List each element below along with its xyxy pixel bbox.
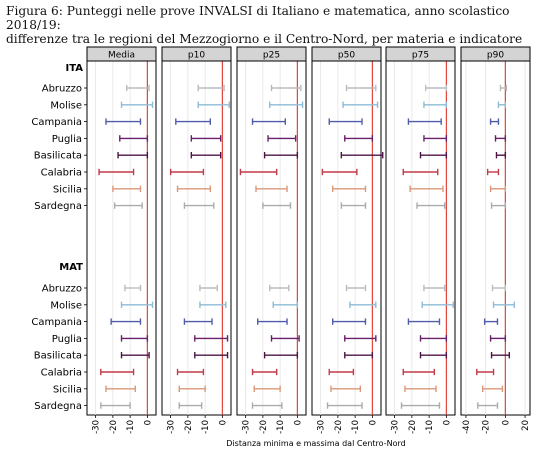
panel-header	[161, 46, 232, 62]
panel-frame	[385, 60, 456, 416]
caption-line-1: Figura 6: Punteggi nelle prove INVALSI d…	[6, 4, 510, 32]
region-label: Sardegna	[34, 401, 82, 412]
panel-header	[236, 46, 307, 62]
x-tick-label: 0	[293, 420, 303, 425]
panel-title: Media	[108, 51, 135, 61]
x-tick-label: 0	[218, 420, 228, 425]
x-tick-label: -30	[317, 420, 327, 434]
region-label: Puglia	[52, 334, 82, 345]
panel-title: p10	[188, 51, 205, 61]
x-tick-label: -20	[408, 420, 418, 434]
region-label: Sardegna	[34, 201, 82, 212]
x-tick-label: -20	[109, 420, 119, 434]
panel-header	[86, 46, 157, 62]
region-label: Campania	[31, 117, 82, 128]
panel-title: p50	[338, 51, 355, 61]
figure-caption: Figura 6: Punteggi nelle prove INVALSI d…	[6, 4, 546, 46]
x-tick-label: 20	[521, 420, 531, 431]
x-tick-label: -20	[334, 420, 344, 434]
x-tick-label: -20	[482, 420, 492, 434]
x-tick-label: -30	[167, 420, 177, 434]
panel-title: p90	[487, 51, 504, 61]
x-tick-label: 0	[368, 420, 378, 425]
x-tick-label: -10	[276, 420, 286, 434]
panel-frame	[460, 60, 531, 416]
region-label: Sicilia	[53, 184, 82, 195]
x-tick-label: 0	[143, 420, 153, 425]
panel-frame	[236, 60, 307, 416]
x-tick-label: 0	[501, 420, 511, 425]
x-tick-label: -20	[259, 420, 269, 434]
panel-frame	[161, 60, 232, 416]
x-tick-label: -10	[425, 420, 435, 434]
panel-frame	[311, 60, 382, 416]
region-label: Molise	[50, 100, 82, 111]
region-label: Puglia	[52, 134, 82, 145]
panel-header	[385, 46, 456, 62]
x-tick-label: -10	[126, 420, 136, 434]
region-label: Campania	[31, 317, 82, 328]
x-tick-label: -30	[242, 420, 252, 434]
x-tick-label: -40	[462, 420, 472, 434]
x-tick-label: -20	[184, 420, 194, 434]
panel-title: p75	[412, 51, 429, 61]
caption-line-2: differenze tra le regioni del Mezzogiorn…	[6, 32, 523, 46]
region-label: Calabria	[41, 168, 82, 179]
x-tick-label: -10	[201, 420, 211, 434]
region-label: Molise	[50, 300, 82, 311]
panel-header	[311, 46, 382, 62]
group-label: ITA	[65, 63, 83, 74]
region-label: Basilicata	[34, 151, 82, 162]
panel-title: p25	[263, 51, 280, 61]
region-label: Basilicata	[34, 351, 82, 362]
region-label: Abruzzo	[42, 84, 82, 95]
region-label: Sicilia	[53, 384, 82, 395]
x-tick-label: -30	[391, 420, 401, 434]
panel-header	[460, 46, 531, 62]
x-tick-label: -30	[92, 420, 102, 434]
region-label: Calabria	[41, 368, 82, 379]
panel-frame	[86, 60, 157, 416]
x-tick-label: 0	[442, 420, 452, 425]
region-label: Abruzzo	[42, 284, 82, 295]
group-label: MAT	[59, 262, 83, 273]
x-axis-label: Distanza minima e massima dal Centro-Nor…	[226, 439, 405, 448]
x-tick-label: -10	[351, 420, 361, 434]
